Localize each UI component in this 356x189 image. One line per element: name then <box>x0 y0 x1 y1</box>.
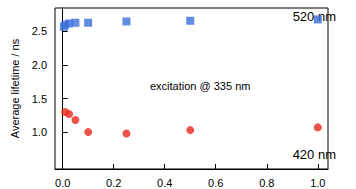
svg-text:520 nm: 520 nm <box>293 9 336 24</box>
svg-text:2.5: 2.5 <box>32 25 47 37</box>
svg-text:420 nm: 420 nm <box>293 147 336 162</box>
svg-text:0.8: 0.8 <box>259 177 274 189</box>
svg-text:0.2: 0.2 <box>106 177 121 189</box>
svg-text:1.0: 1.0 <box>32 126 47 138</box>
svg-text:0.4: 0.4 <box>157 177 172 189</box>
svg-text:1.5: 1.5 <box>32 93 47 105</box>
svg-text:2.0: 2.0 <box>32 59 47 71</box>
svg-text:0.0: 0.0 <box>55 177 70 189</box>
svg-text:0.6: 0.6 <box>208 177 223 189</box>
svg-text:Average lifetime / ns: Average lifetime / ns <box>9 38 21 138</box>
svg-text:1.0: 1.0 <box>310 177 325 189</box>
svg-text:excitation @ 335 nm: excitation @ 335 nm <box>150 80 250 92</box>
